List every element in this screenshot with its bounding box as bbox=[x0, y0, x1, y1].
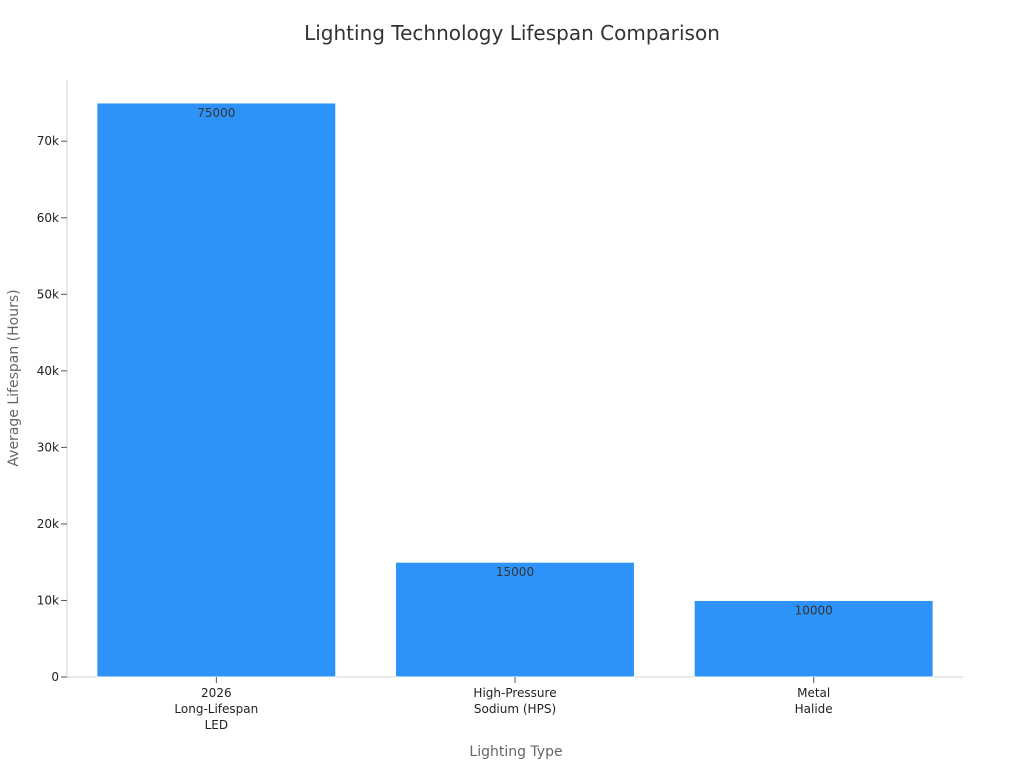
bar-value-label: 75000 bbox=[197, 106, 235, 120]
bar-value-label: 15000 bbox=[496, 565, 534, 579]
y-tick-label: 40k bbox=[37, 364, 59, 378]
y-tick-label: 0 bbox=[51, 670, 59, 684]
x-tick-label: LED bbox=[205, 718, 229, 732]
x-tick-label: Long-Lifespan bbox=[174, 702, 258, 716]
y-tick-label: 30k bbox=[37, 440, 59, 454]
x-tick-label: Sodium (HPS) bbox=[474, 702, 556, 716]
y-axis-label: Average Lifespan (Hours) bbox=[6, 289, 22, 466]
bar bbox=[693, 599, 934, 678]
bar bbox=[395, 561, 635, 678]
y-tick-label: 20k bbox=[37, 517, 59, 531]
x-axis-label: Lighting Type bbox=[469, 744, 562, 760]
y-tick-label: 10k bbox=[37, 593, 59, 607]
y-tick-label: 60k bbox=[37, 211, 59, 225]
x-tick-label: 2026 bbox=[201, 686, 232, 700]
x-tick-label: Metal bbox=[797, 686, 830, 700]
x-tick-label: Halide bbox=[795, 702, 833, 716]
bar bbox=[96, 102, 337, 678]
bar-value-label: 10000 bbox=[795, 603, 833, 617]
x-tick-label: High-Pressure bbox=[473, 686, 556, 700]
plot-area: 0 10k 20k 30k 40k 50k 60k 70k 75000 2026 Long-Life… bbox=[37, 80, 963, 732]
chart-title: Lighting Technology Lifespan Comparison bbox=[304, 21, 720, 45]
y-tick-label: 50k bbox=[37, 287, 59, 301]
y-tick-label: 70k bbox=[37, 134, 59, 148]
